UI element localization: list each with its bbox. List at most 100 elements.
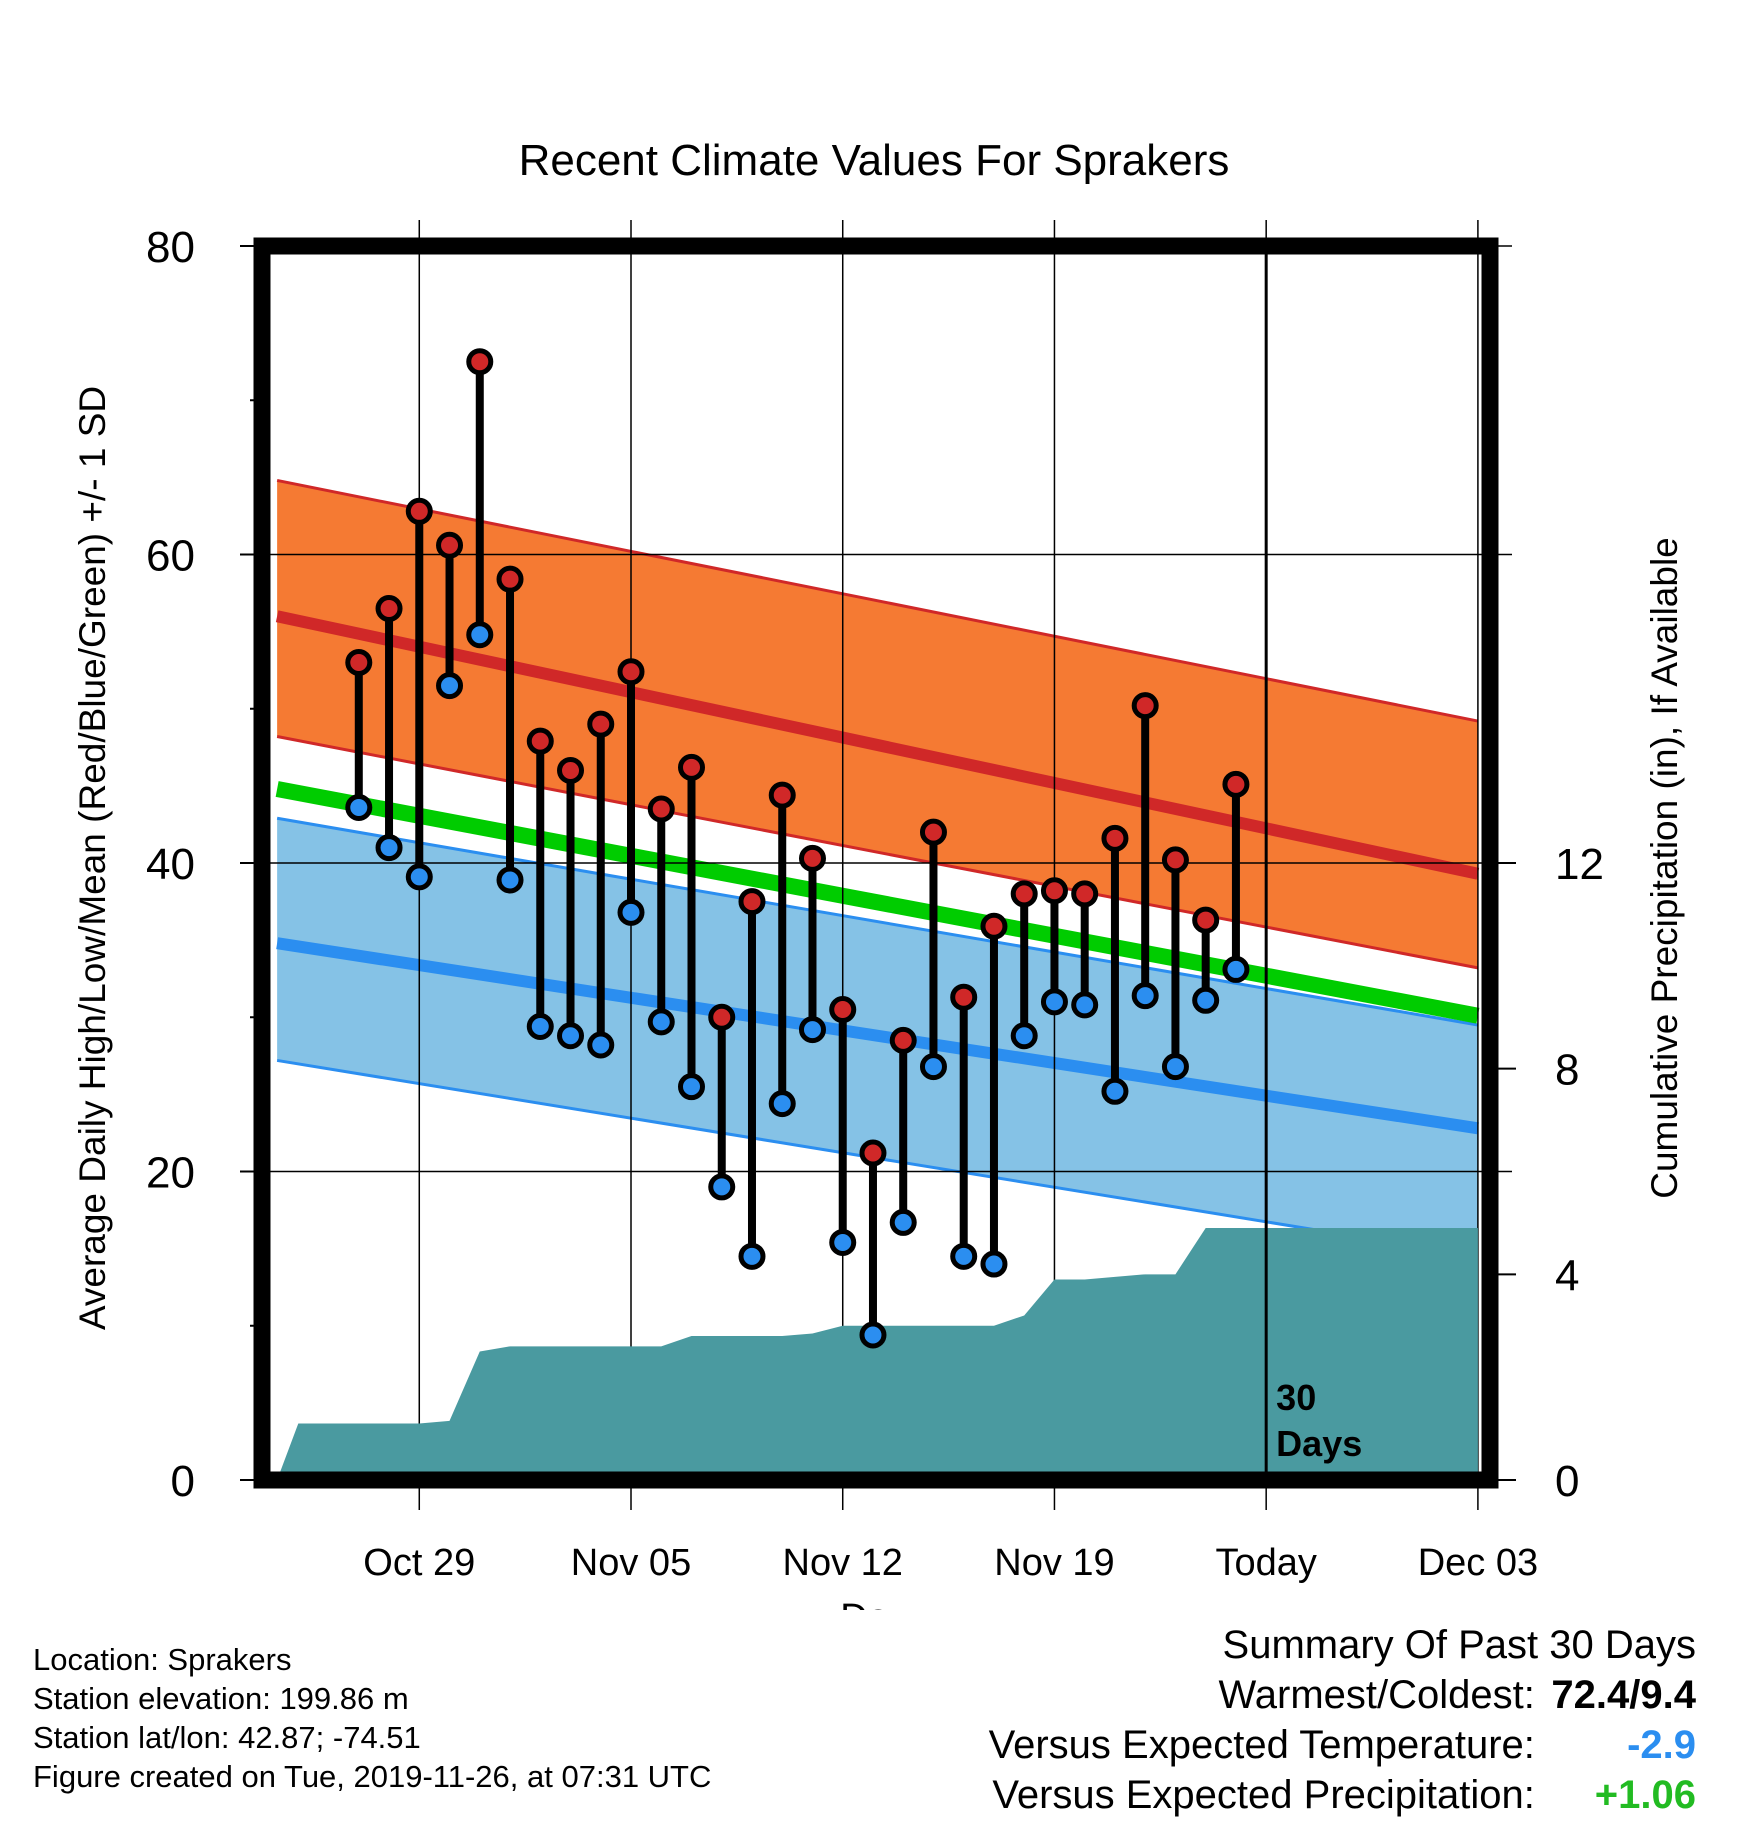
high-sd-band bbox=[277, 480, 1478, 968]
y2-tick-label: 12 bbox=[1555, 840, 1604, 889]
high-point bbox=[1040, 877, 1068, 905]
low-point bbox=[950, 1242, 978, 1270]
low-point bbox=[647, 1008, 675, 1036]
high-point bbox=[587, 710, 615, 738]
high-point bbox=[1222, 770, 1250, 798]
y-tick-label: 40 bbox=[146, 840, 195, 889]
high-point bbox=[557, 756, 585, 784]
high-point bbox=[950, 983, 978, 1011]
low-point bbox=[768, 1090, 796, 1118]
x-tick-label: Oct 29 bbox=[363, 1542, 475, 1584]
latlon-text: Station lat/lon: 42.87; -74.51 bbox=[33, 1720, 421, 1755]
x-tick-label: Dec 03 bbox=[1418, 1542, 1538, 1584]
y-tick-label: 0 bbox=[171, 1457, 195, 1506]
low-point bbox=[1101, 1077, 1129, 1105]
low-point bbox=[1192, 986, 1220, 1014]
warmest-value: 72.4/9.4 bbox=[1551, 1673, 1696, 1717]
y-axis-label: Average Daily High/Low/Mean (Red/Blue/Gr… bbox=[72, 386, 113, 1330]
warmest-row: Warmest/Coldest: 72.4/9.4 bbox=[989, 1670, 1697, 1720]
low-upper-line bbox=[276, 816, 1479, 1027]
low-point bbox=[587, 1031, 615, 1059]
y2-tick-label: 8 bbox=[1555, 1046, 1579, 1095]
high-point bbox=[889, 1026, 917, 1054]
created-text: Figure created on Tue, 2019-11-26, at 07… bbox=[33, 1759, 712, 1794]
high-point bbox=[919, 818, 947, 846]
low-point bbox=[405, 863, 433, 891]
temp-row: Versus Expected Temperature: -2.9 bbox=[989, 1720, 1696, 1770]
low-point bbox=[496, 866, 524, 894]
high-point bbox=[1131, 692, 1159, 720]
today-label: 30 bbox=[1276, 1377, 1316, 1418]
today-label: Days bbox=[1276, 1423, 1362, 1464]
normal-mean-line bbox=[275, 781, 1480, 1024]
low-point bbox=[980, 1250, 1008, 1278]
high-point bbox=[1161, 846, 1189, 874]
climate-chart: 30 Days 0 20 40 60 80 0 4 8 12 Oct 29 Nov 05 Nov 12 N… bbox=[72, 136, 1685, 1610]
y-tick-label: 80 bbox=[146, 223, 195, 272]
high-point bbox=[436, 531, 464, 559]
normal-bands bbox=[275, 478, 1480, 1258]
precip-value: +1.06 bbox=[1594, 1773, 1696, 1817]
low-point bbox=[1222, 955, 1250, 983]
location-text: Location: Sprakers bbox=[33, 1642, 292, 1677]
axes: 0 20 40 60 80 0 4 8 12 Oct 29 Nov 05 Nov 12 Nov 19 To… bbox=[146, 223, 1604, 1584]
y-tick-label: 60 bbox=[146, 532, 195, 581]
temp-value: -2.9 bbox=[1627, 1723, 1696, 1767]
y-tick-label: 20 bbox=[146, 1149, 195, 1198]
low-point bbox=[677, 1073, 705, 1101]
high-point bbox=[738, 888, 766, 916]
high-point bbox=[859, 1139, 887, 1167]
precip-row: Versus Expected Precipitation: +1.06 bbox=[989, 1770, 1696, 1820]
high-point bbox=[345, 648, 373, 676]
high-point bbox=[1101, 824, 1129, 852]
precipitation-area bbox=[277, 1228, 1478, 1480]
low-point bbox=[1071, 991, 1099, 1019]
low-point bbox=[798, 1016, 826, 1044]
high-point bbox=[375, 594, 403, 622]
high-point bbox=[496, 565, 524, 593]
low-point bbox=[557, 1022, 585, 1050]
x-tick-label: Nov 05 bbox=[571, 1542, 691, 1584]
elevation-text: Station elevation: 199.86 m bbox=[33, 1681, 409, 1716]
low-point bbox=[708, 1173, 736, 1201]
high-point bbox=[1071, 880, 1099, 908]
precip-label: Versus Expected Precipitation: bbox=[992, 1773, 1535, 1817]
y2-tick-label: 4 bbox=[1555, 1251, 1579, 1300]
high-point bbox=[1192, 906, 1220, 934]
warmest-label: Warmest/Coldest: bbox=[1218, 1673, 1535, 1717]
x-tick-label: Today bbox=[1215, 1542, 1316, 1584]
high-point bbox=[798, 844, 826, 872]
high-point bbox=[829, 996, 857, 1024]
low-point bbox=[466, 621, 494, 649]
x-axis-label: Day bbox=[840, 1597, 908, 1610]
low-point bbox=[617, 898, 645, 926]
high-point bbox=[405, 497, 433, 525]
x-tick-label: Nov 19 bbox=[994, 1542, 1114, 1584]
low-point bbox=[738, 1242, 766, 1270]
low-point bbox=[859, 1321, 887, 1349]
y2-axis-label: Cumulative Precipitation (in), If Availa… bbox=[1644, 537, 1685, 1199]
high-point bbox=[708, 1003, 736, 1031]
high-point bbox=[526, 727, 554, 755]
high-point bbox=[1010, 880, 1038, 908]
chart-title: Recent Climate Values For Sprakers bbox=[519, 136, 1230, 185]
low-point bbox=[345, 793, 373, 821]
low-point bbox=[919, 1053, 947, 1081]
low-point bbox=[1010, 1022, 1038, 1050]
today-marker: 30 Days bbox=[1264, 246, 1362, 1480]
high-lower-line bbox=[276, 735, 1479, 970]
high-point bbox=[466, 348, 494, 376]
low-point bbox=[375, 834, 403, 862]
high-point bbox=[647, 795, 675, 823]
high-point bbox=[617, 658, 645, 686]
normal-high-line bbox=[275, 610, 1480, 880]
high-point bbox=[768, 781, 796, 809]
low-point bbox=[526, 1013, 554, 1041]
x-tick-label: Nov 12 bbox=[783, 1542, 903, 1584]
y2-tick-label: 0 bbox=[1555, 1457, 1579, 1506]
low-point bbox=[436, 672, 464, 700]
cumulative-precip-area bbox=[277, 1228, 1478, 1480]
high-point bbox=[980, 912, 1008, 940]
low-point bbox=[1161, 1053, 1189, 1081]
low-point bbox=[1131, 982, 1159, 1010]
